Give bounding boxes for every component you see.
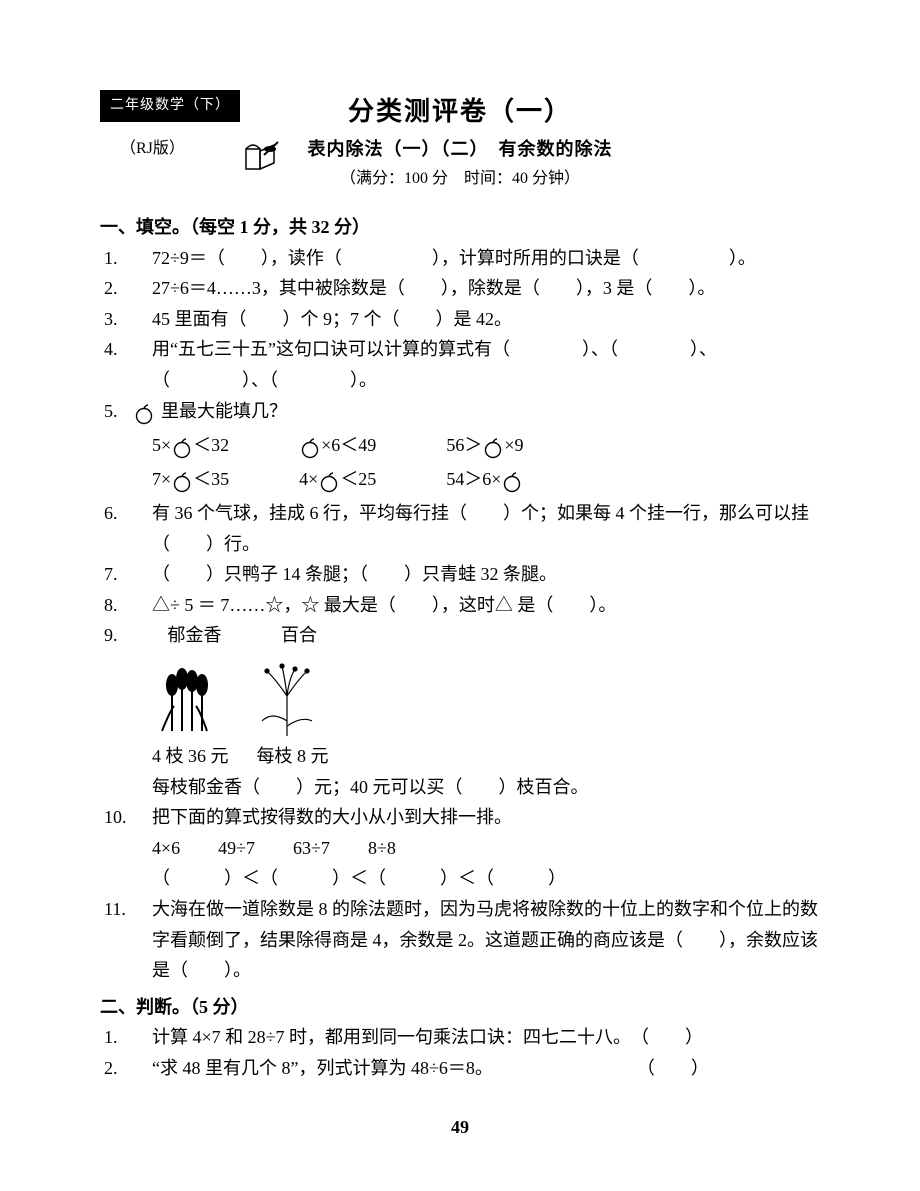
q3-text: 45 里面有（ ）个 9；7 个（ ）是 42。 [152,309,512,329]
page: 二年级数学（下） （RJ版） 分类测评卷（一） 表内除法（一）（二） 有余数的除… [0,0,920,1191]
q3: 3.45 里面有（ ）个 9；7 个（ ）是 42。 [128,304,820,335]
q9-label-b: 百合 [261,620,361,651]
q10-item: 8÷8 [368,833,396,864]
apple-icon [299,431,321,462]
q9-images [152,651,820,741]
q5-row2: 7×＜35 4×＜25 54＞6× [152,464,820,496]
apple-icon [171,465,193,496]
q4-text-a: 用“五七三十五”这句口诀可以计算的算式有（ ）、（ ）、 [152,339,717,359]
q5-r2c1: 7×＜35 [152,464,229,496]
section-2-head: 二、判断。（5 分） [100,992,820,1023]
apple-icon [482,431,504,462]
q2: 2.27÷6＝4……3，其中被除数是（ ），除数是（ ），3 是（ ）。 [128,273,820,304]
q6-text: 有 36 个气球，挂成 6 行，平均每行挂（ ）个；如果每 4 个挂一行，那么可… [152,503,809,554]
q8-text: △÷ 5 ＝ 7……☆，☆ 最大是（ ），这时△ 是（ ）。 [152,595,616,615]
q10-intro: 把下面的算式按得数的大小从小到大排一排。 [152,807,512,827]
q11-text: 大海在做一道除数是 8 的除法题时，因为马虎将被除数的十位上的数字和个位上的数字… [152,899,818,980]
s2-q2-text: “求 48 里有几个 8”，列式计算为 48÷6＝8。 （ ） [152,1058,709,1078]
q5: 5. 里最大能填几？ [128,396,820,428]
q9-cap-a: 4 枝 36 元 [152,741,252,772]
q5-r1c2: ×6＜49 [299,430,376,462]
s2-q1-text: 计算 4×7 和 28÷7 时，都用到同一句乘法口诀：四七二十八。 （ ） [152,1027,703,1047]
q10-items: 4×6 49÷7 63÷7 8÷8 [152,833,820,864]
q5-r2c3: 54＞6× [446,464,523,496]
q9-label-a: 郁金香 [157,620,257,651]
apple-icon [171,431,193,462]
q8: 8.△÷ 5 ＝ 7……☆，☆ 最大是（ ），这时△ 是（ ）。 [128,590,820,621]
q1: 1.72÷9＝（ ），读作（ ），计算时所用的口诀是（ ）。 [128,243,820,274]
q4-cont: （ ）、（ ）。 [152,365,820,396]
q10: 10.把下面的算式按得数的大小从小到大排一排。 [128,802,820,833]
q1-text: 72÷9＝（ ），读作（ ），计算时所用的口诀是（ ）。 [152,248,756,268]
apple-icon [318,465,340,496]
q5-row1: 5×＜32 ×6＜49 56＞×9 [152,430,820,462]
q10-item: 63÷7 [293,833,330,864]
header: 二年级数学（下） （RJ版） 分类测评卷（一） 表内除法（一）（二） 有余数的除… [100,90,820,192]
q7-text: （ ）只鸭子 14 条腿；（ ）只青蛙 32 条腿。 [152,564,557,584]
q9: 9. 郁金香 百合 [128,620,820,651]
decor-icon [240,134,280,192]
q4: 4.用“五七三十五”这句口诀可以计算的算式有（ ）、（ ）、 [128,334,820,365]
q10-item: 49÷7 [218,833,255,864]
page-meta: （满分：100 分 时间：40 分钟） [100,165,820,192]
q9-captions: 4 枝 36 元 每枝 8 元 [152,741,820,772]
tulip-icon [152,651,232,741]
page-subtitle: 表内除法（一）（二） 有余数的除法 [100,134,820,165]
q5-r2c2: 4×＜25 [299,464,376,496]
q9-cap-b: 每枝 8 元 [257,741,357,772]
lily-icon [247,651,327,741]
apple-icon [501,465,523,496]
q10-blank: （ ）＜（ ）＜（ ）＜（ ） [152,863,820,894]
grade-tag: 二年级数学（下） [100,90,240,122]
q5-r1c1: 5×＜32 [152,430,229,462]
q7: 7.（ ）只鸭子 14 条腿；（ ）只青蛙 32 条腿。 [128,559,820,590]
page-number: 49 [100,1112,820,1143]
q11: 11.大海在做一道除数是 8 的除法题时，因为马虎将被除数的十位上的数字和个位上… [128,894,820,986]
q9-line: 每枝郁金香（ ）元；40 元可以买（ ）枝百合。 [152,772,820,803]
q10-item: 4×6 [152,833,180,864]
q5-r1c3: 56＞×9 [446,430,523,462]
version-label: （RJ版） [120,135,185,162]
q5-intro: 里最大能填几？ [161,401,287,421]
s2-q2: 2.“求 48 里有几个 8”，列式计算为 48÷6＝8。 （ ） [128,1053,820,1084]
q2-text: 27÷6＝4……3，其中被除数是（ ），除数是（ ），3 是（ ）。 [152,278,715,298]
section-1-head: 一、填空。（每空 1 分，共 32 分） [100,212,820,243]
s2-q1: 1.计算 4×7 和 28÷7 时，都用到同一句乘法口诀：四七二十八。 （ ） [128,1022,820,1053]
q6: 6.有 36 个气球，挂成 6 行，平均每行挂（ ）个；如果每 4 个挂一行，那… [128,498,820,559]
